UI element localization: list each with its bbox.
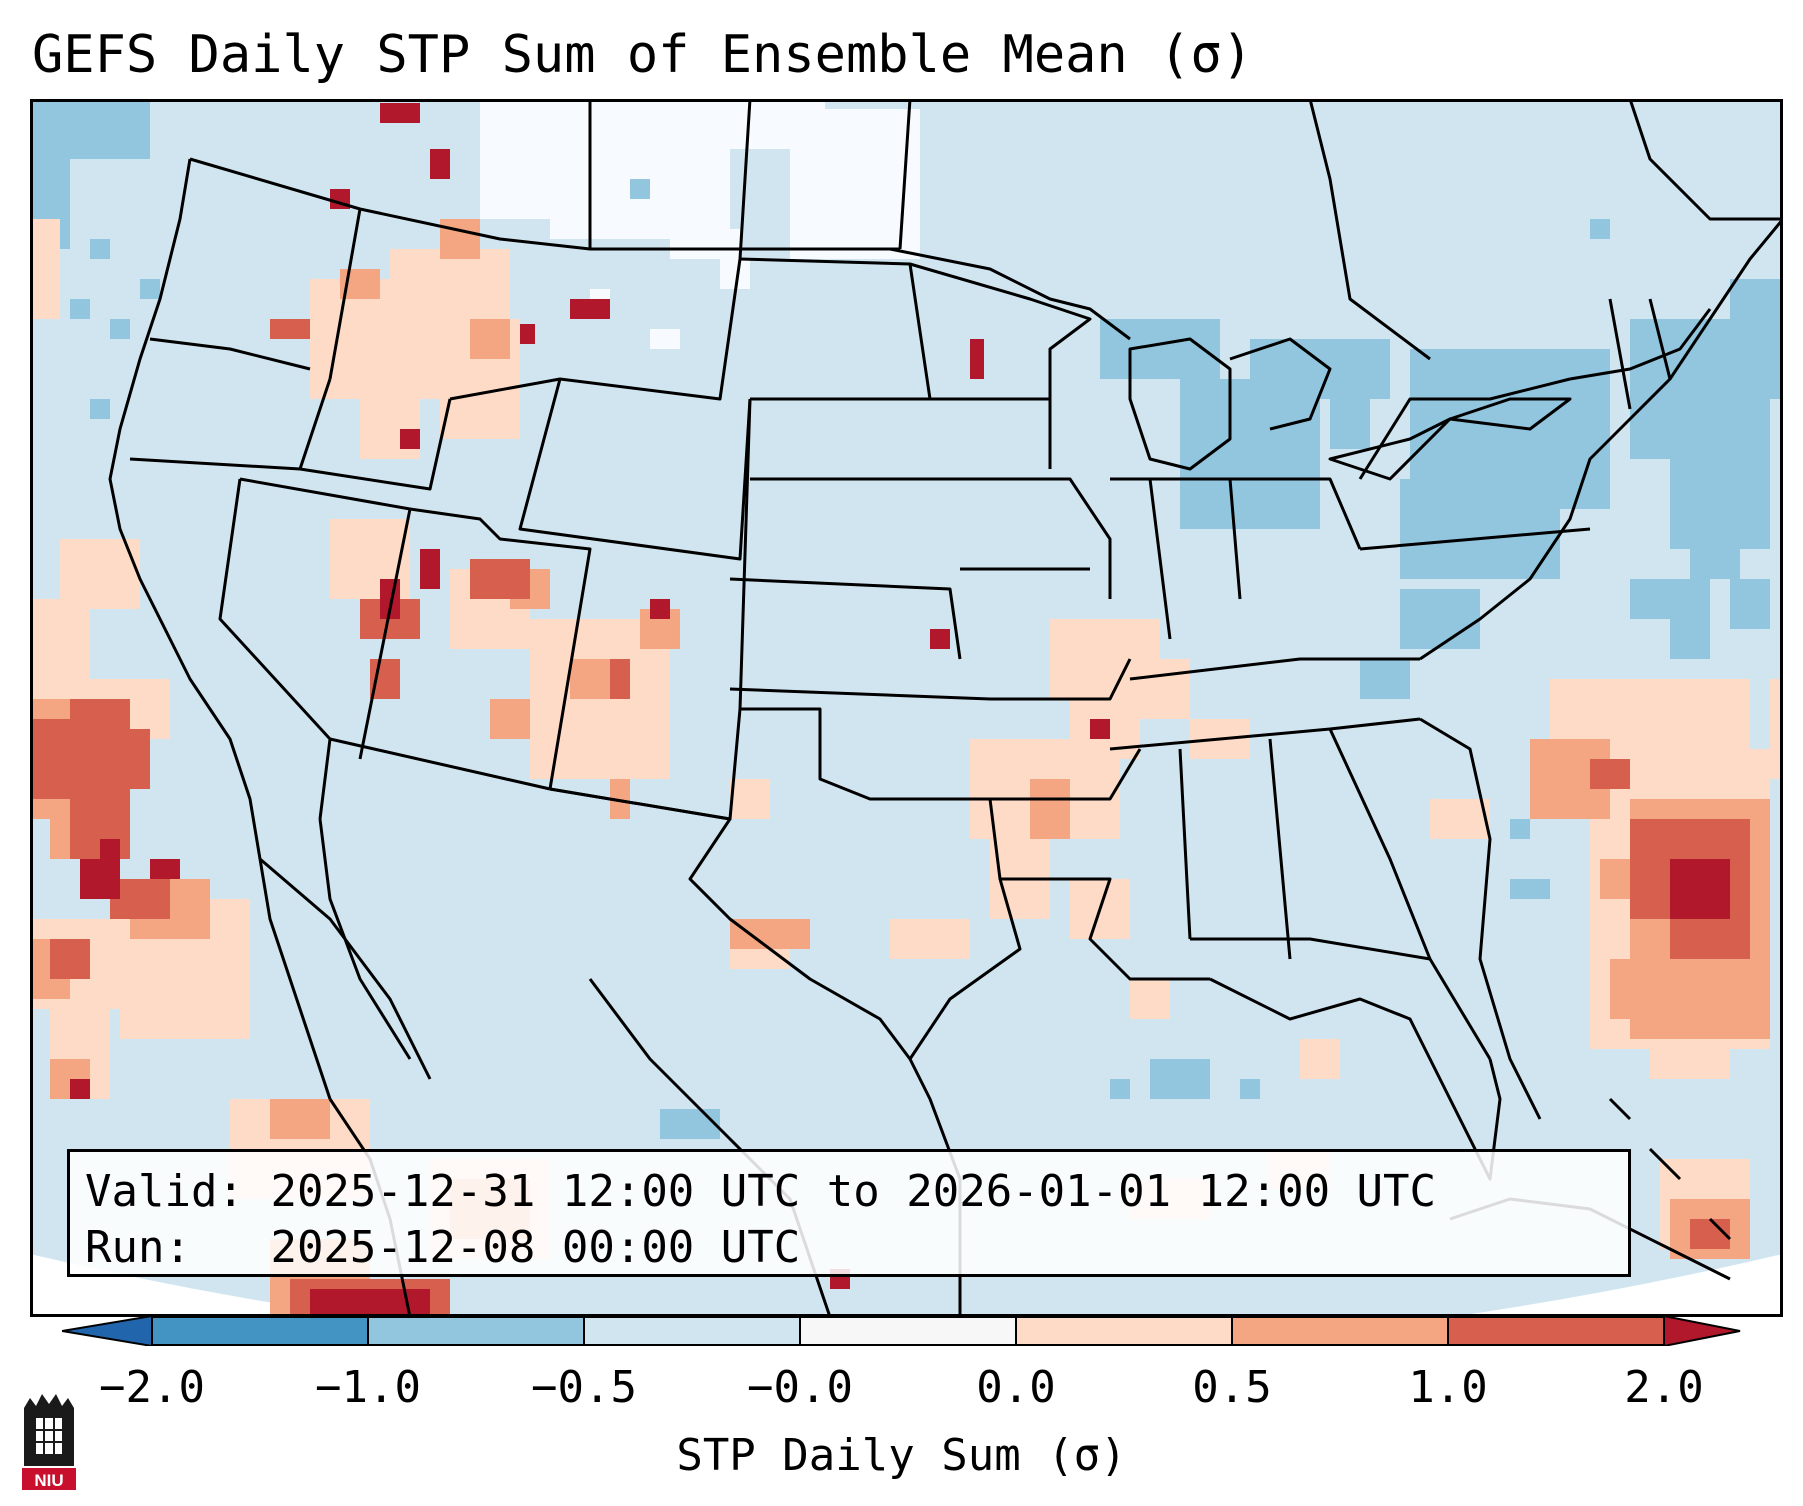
valid-time-box: Valid: 2025-12-31 12:00 UTC to 2026-01-0… [67, 1149, 1631, 1277]
tick-label-1: −1.0 [315, 1362, 421, 1413]
tick-label-6: 1.0 [1408, 1362, 1488, 1413]
colorbar [62, 1316, 1741, 1346]
tick-label-2: −0.5 [531, 1362, 637, 1413]
colorbar-segment [1232, 1316, 1448, 1346]
tick-label-7: 2.0 [1624, 1362, 1704, 1413]
colorbar-label: STP Daily Sum (σ) [676, 1430, 1127, 1481]
colorbar-segment [152, 1316, 368, 1346]
run-label: Run: [85, 1222, 191, 1273]
colorbar-extend-high [1663, 1316, 1741, 1346]
tick-label-4: 0.0 [976, 1362, 1056, 1413]
colorbar-segment [1016, 1316, 1232, 1346]
valid-line: Valid: 2025-12-31 12:00 UTC to 2026-01-0… [85, 1164, 1628, 1220]
colorbar-segment [1448, 1316, 1664, 1346]
map-frame [30, 99, 1783, 1317]
stp-map [30, 99, 1783, 1317]
niu-logo: NIU [22, 1394, 76, 1490]
colorbar-segment [800, 1316, 1016, 1346]
valid-label: Valid: [85, 1166, 244, 1217]
run-line: Run: 2025-12-08 00:00 UTC [85, 1220, 1628, 1276]
colorbar-segment [584, 1316, 800, 1346]
tick-label-3: −0.0 [747, 1362, 853, 1413]
valid-value: 2025-12-31 12:00 UTC to 2026-01-01 12:00… [270, 1166, 1437, 1217]
tick-label-5: 0.5 [1192, 1362, 1272, 1413]
run-value: 2025-12-08 00:00 UTC [270, 1222, 801, 1273]
colorbar-extend-low [62, 1316, 153, 1346]
tick-label-0: −2.0 [99, 1362, 205, 1413]
logo-text: NIU [34, 1471, 63, 1490]
map-title: GEFS Daily STP Sum of Ensemble Mean (σ) [32, 25, 1253, 85]
blue-patches [30, 99, 1783, 1139]
neutral-patches [480, 99, 920, 349]
colorbar-segment [368, 1316, 584, 1346]
